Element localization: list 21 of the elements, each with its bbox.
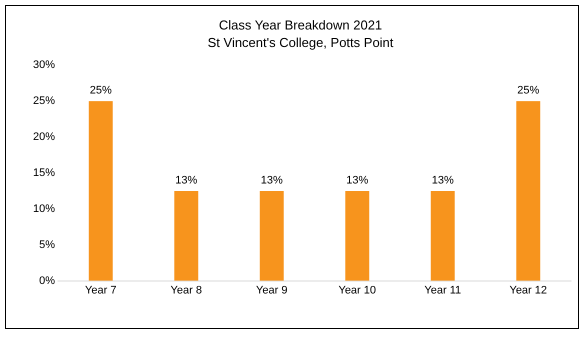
data-label: 25% [90,84,112,97]
x-tick-label: Year 8 [170,284,202,296]
x-tick-label: Year 11 [424,284,462,296]
y-tick-label: 0% [39,274,56,287]
x-tick-label: Year 9 [256,284,288,296]
y-tick-label: 25% [32,95,56,108]
data-label: 13% [432,174,454,186]
y-tick-label: 20% [32,131,56,144]
x-tick-label: Year 10 [338,284,376,296]
y-tick-label: 5% [39,238,56,251]
x-tick-label: Year 7 [85,284,116,296]
data-label: 25% [517,84,540,97]
y-tick-label: 15% [32,167,56,180]
x-tick-label: Year 12 [509,284,548,296]
chart-title: Class Year Breakdown 2021 [218,17,382,32]
data-label: 13% [175,174,198,186]
y-tick-label: 30% [32,59,56,72]
data-label: 13% [346,174,368,186]
data-label: 13% [260,174,283,186]
y-tick-label: 10% [32,202,56,215]
chart-subtitle: St Vincent's College, Potts Point [208,34,394,50]
